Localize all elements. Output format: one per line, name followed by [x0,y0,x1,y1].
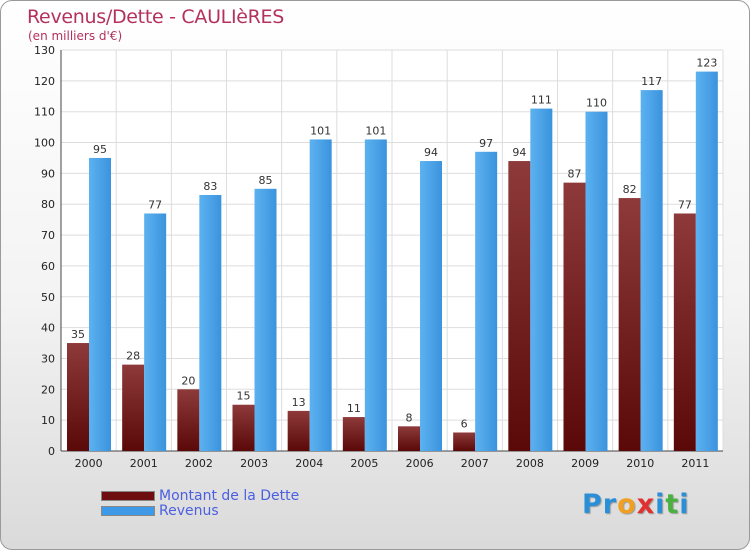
legend-item-revenus: Revenus [101,502,299,519]
x-tick-label: 2007 [461,457,489,470]
bar-dette [618,198,641,451]
y-tick-label: 80 [41,198,55,211]
data-label-revenus: 83 [203,180,217,193]
bar-revenus [530,108,553,451]
x-tick-label: 2010 [626,457,654,470]
data-label-revenus: 97 [479,137,493,150]
data-label-dette: 94 [512,146,526,159]
axis-layer: 0 10 20 30 40 50 60 70 80 90 100 110 120 130 2000 2001 2… [34,44,723,470]
y-tick-label: 40 [41,322,55,335]
x-tick-label: 2003 [240,457,268,470]
data-label-dette: 15 [237,390,251,403]
y-tick-label: 50 [41,291,55,304]
data-label-revenus: 111 [531,94,552,107]
x-tick-label: 2000 [75,457,103,470]
y-tick-label: 120 [34,75,55,88]
logo-letter: r [602,489,618,520]
x-tick-label: 2008 [516,457,544,470]
data-label-dette: 77 [678,198,692,211]
y-tick-label: 100 [34,137,55,150]
bar-revenus [309,139,332,451]
data-label-revenus: 77 [148,198,162,211]
bar-dette [563,182,586,451]
data-label-revenus: 94 [424,146,438,159]
chart-subtitle: (en milliers d'€) [28,29,123,43]
bar-revenus [144,213,167,451]
bar-dette [398,426,420,451]
y-tick-label: 90 [41,167,55,180]
x-tick-label: 2004 [295,457,323,470]
x-tick-label: 2005 [350,457,378,470]
logo-letter: o [617,489,637,520]
data-label-revenus: 101 [365,124,386,137]
x-tick-label: 2001 [130,457,158,470]
y-tick-label: 20 [41,383,55,396]
data-label-dette: 6 [461,417,468,430]
bar-revenus [199,194,222,451]
logo-letter: i [679,489,690,520]
data-label-dette: 82 [623,183,637,196]
logo-letter: P [582,489,603,520]
bar-revenus [420,161,442,452]
data-label-dette: 13 [292,396,306,409]
legend-label-dette: Montant de la Dette [159,487,300,504]
data-label-dette: 35 [71,328,85,341]
data-label-revenus: 95 [93,143,107,156]
bar-dette [673,213,696,451]
bar-revenus [640,90,663,451]
x-tick-label: 2002 [185,457,213,470]
logo-letter: t [665,489,680,520]
bar-dette [122,364,145,451]
x-tick-label: 2011 [681,457,709,470]
legend-swatch-dette [101,490,155,501]
bar-revenus [364,139,387,451]
logo-letter: x [636,489,656,520]
data-label-revenus: 123 [696,57,717,70]
data-label-dette: 87 [568,168,582,181]
data-label-dette: 28 [126,350,140,363]
legend-swatch-revenus [101,505,155,516]
legend-item-dette: Montant de la Dette [101,487,300,504]
bars-layer [67,71,718,452]
bar-revenus [695,71,718,451]
y-tick-label: 0 [48,445,55,458]
grid-layer [60,49,724,452]
data-label-revenus: 85 [259,174,273,187]
data-label-revenus: 101 [310,124,331,137]
x-tick-label: 2009 [571,457,599,470]
bar-dette [342,417,365,451]
bar-dette [508,161,531,452]
bar-dette [287,410,310,451]
y-tick-label: 60 [41,260,55,273]
legend: Montant de la Dette Revenus [101,487,300,519]
data-label-revenus: 117 [641,75,662,88]
bar-dette [453,432,476,451]
bar-revenus [475,151,498,452]
bar-dette [232,404,255,451]
x-tick-label: 2006 [406,457,434,470]
data-label-dette: 11 [347,402,361,415]
bar-revenus [585,111,608,451]
proxiti-logo: Proxiti [582,489,690,520]
logo-letter: i [655,489,666,520]
data-label-dette: 20 [181,374,195,387]
bar-dette [67,343,89,451]
y-tick-label: 70 [41,229,55,242]
bar-revenus [254,188,277,452]
data-label-revenus: 110 [586,97,607,110]
chart-title: Revenus/Dette - CAULIèRES [27,6,285,28]
y-tick-label: 110 [34,106,55,119]
bar-revenus [89,157,111,451]
legend-label-revenus: Revenus [159,502,219,519]
y-tick-label: 10 [41,414,55,427]
y-tick-label: 30 [41,352,55,365]
data-label-dette: 8 [406,411,413,424]
labels-layer: 35 95 28 77 20 83 15 85 13 101 11 101 8 94 6 97 94 111 87 1… [71,57,717,431]
bar-dette [177,389,200,451]
y-tick-label: 130 [34,44,55,57]
